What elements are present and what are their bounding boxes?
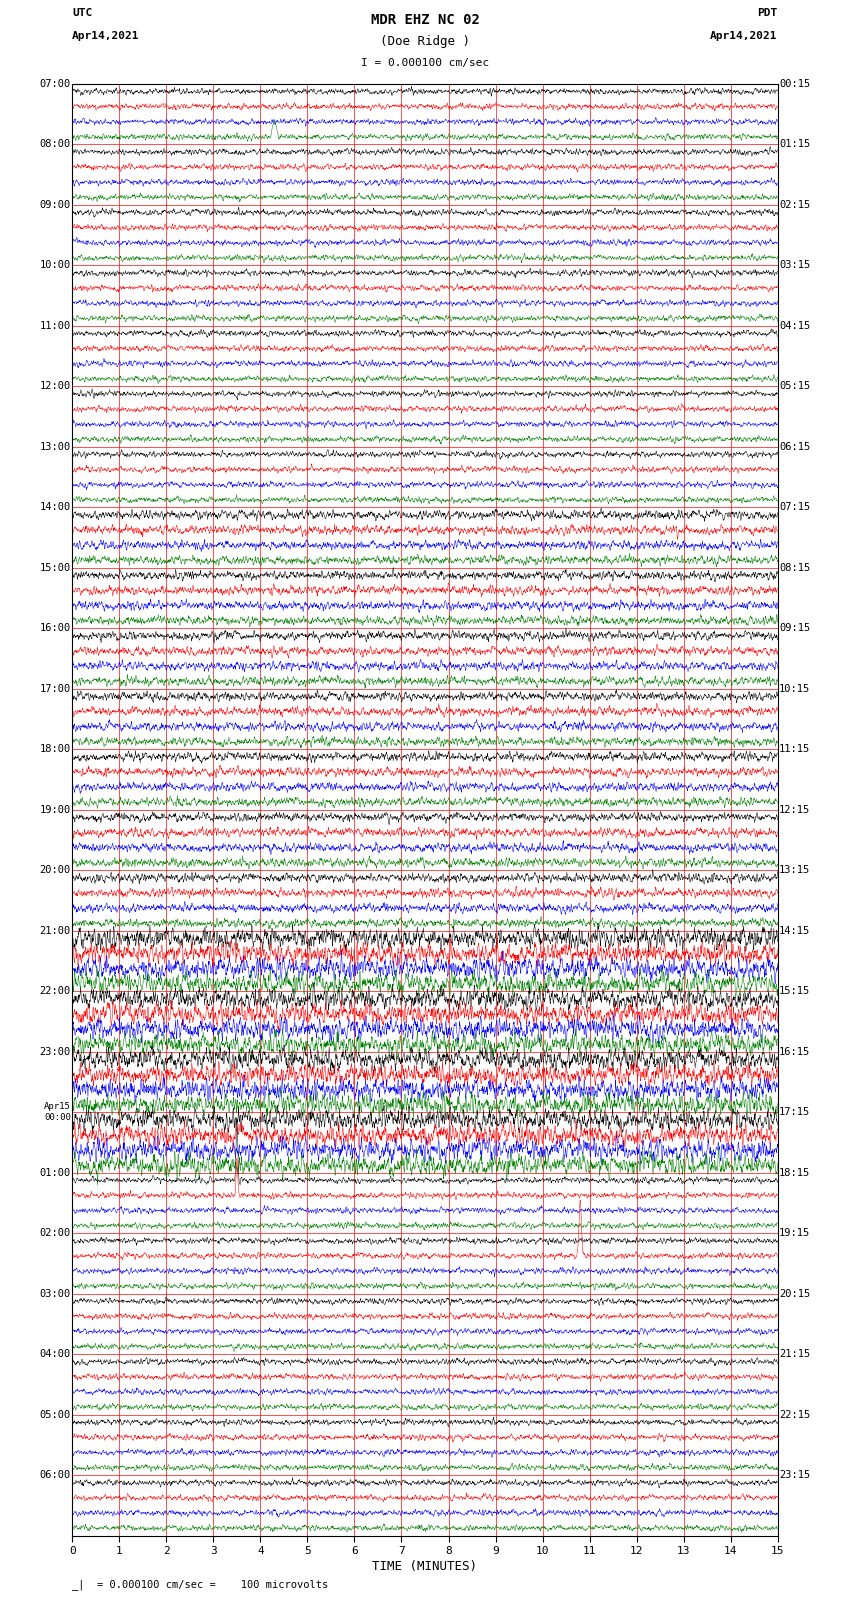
Text: MDR EHZ NC 02: MDR EHZ NC 02 <box>371 13 479 26</box>
Text: 04:15: 04:15 <box>779 321 810 331</box>
Text: PDT: PDT <box>757 8 778 18</box>
Text: 11:15: 11:15 <box>779 744 810 755</box>
Text: 17:15: 17:15 <box>779 1107 810 1118</box>
Text: 17:00: 17:00 <box>40 684 71 694</box>
Text: 18:00: 18:00 <box>40 744 71 755</box>
Text: 00:15: 00:15 <box>779 79 810 89</box>
Text: 07:00: 07:00 <box>40 79 71 89</box>
Text: 05:15: 05:15 <box>779 381 810 392</box>
Text: 16:15: 16:15 <box>779 1047 810 1057</box>
Text: I = 0.000100 cm/sec: I = 0.000100 cm/sec <box>361 58 489 68</box>
X-axis label: TIME (MINUTES): TIME (MINUTES) <box>372 1560 478 1573</box>
Text: 08:00: 08:00 <box>40 139 71 150</box>
Text: 02:15: 02:15 <box>779 200 810 210</box>
Text: 22:15: 22:15 <box>779 1410 810 1419</box>
Text: 23:15: 23:15 <box>779 1469 810 1481</box>
Text: 16:00: 16:00 <box>40 623 71 634</box>
Text: 18:15: 18:15 <box>779 1168 810 1177</box>
Text: 01:15: 01:15 <box>779 139 810 150</box>
Text: 04:00: 04:00 <box>40 1348 71 1360</box>
Text: 20:15: 20:15 <box>779 1289 810 1298</box>
Text: 22:00: 22:00 <box>40 986 71 997</box>
Text: Apr14,2021: Apr14,2021 <box>711 31 778 40</box>
Text: 01:00: 01:00 <box>40 1168 71 1177</box>
Text: Apr14,2021: Apr14,2021 <box>72 31 139 40</box>
Text: 03:15: 03:15 <box>779 260 810 271</box>
Text: 15:15: 15:15 <box>779 986 810 997</box>
Text: 13:00: 13:00 <box>40 442 71 452</box>
Text: 19:15: 19:15 <box>779 1227 810 1239</box>
Text: 06:15: 06:15 <box>779 442 810 452</box>
Text: 03:00: 03:00 <box>40 1289 71 1298</box>
Text: 11:00: 11:00 <box>40 321 71 331</box>
Text: 05:00: 05:00 <box>40 1410 71 1419</box>
Text: 20:00: 20:00 <box>40 865 71 876</box>
Text: 07:15: 07:15 <box>779 502 810 513</box>
Text: 10:00: 10:00 <box>40 260 71 271</box>
Text: 09:00: 09:00 <box>40 200 71 210</box>
Text: 12:00: 12:00 <box>40 381 71 392</box>
Text: 14:00: 14:00 <box>40 502 71 513</box>
Text: Apr15
00:00: Apr15 00:00 <box>44 1102 71 1123</box>
Text: 23:00: 23:00 <box>40 1047 71 1057</box>
Text: 08:15: 08:15 <box>779 563 810 573</box>
Text: 13:15: 13:15 <box>779 865 810 876</box>
Text: 10:15: 10:15 <box>779 684 810 694</box>
Text: 19:00: 19:00 <box>40 805 71 815</box>
Text: (Doe Ridge ): (Doe Ridge ) <box>380 35 470 48</box>
Text: 21:15: 21:15 <box>779 1348 810 1360</box>
Text: 09:15: 09:15 <box>779 623 810 634</box>
Text: 02:00: 02:00 <box>40 1227 71 1239</box>
Text: 12:15: 12:15 <box>779 805 810 815</box>
Text: 15:00: 15:00 <box>40 563 71 573</box>
Text: 06:00: 06:00 <box>40 1469 71 1481</box>
Text: UTC: UTC <box>72 8 93 18</box>
Text: _|  = 0.000100 cm/sec =    100 microvolts: _| = 0.000100 cm/sec = 100 microvolts <box>72 1579 328 1590</box>
Text: 14:15: 14:15 <box>779 926 810 936</box>
Text: 21:00: 21:00 <box>40 926 71 936</box>
